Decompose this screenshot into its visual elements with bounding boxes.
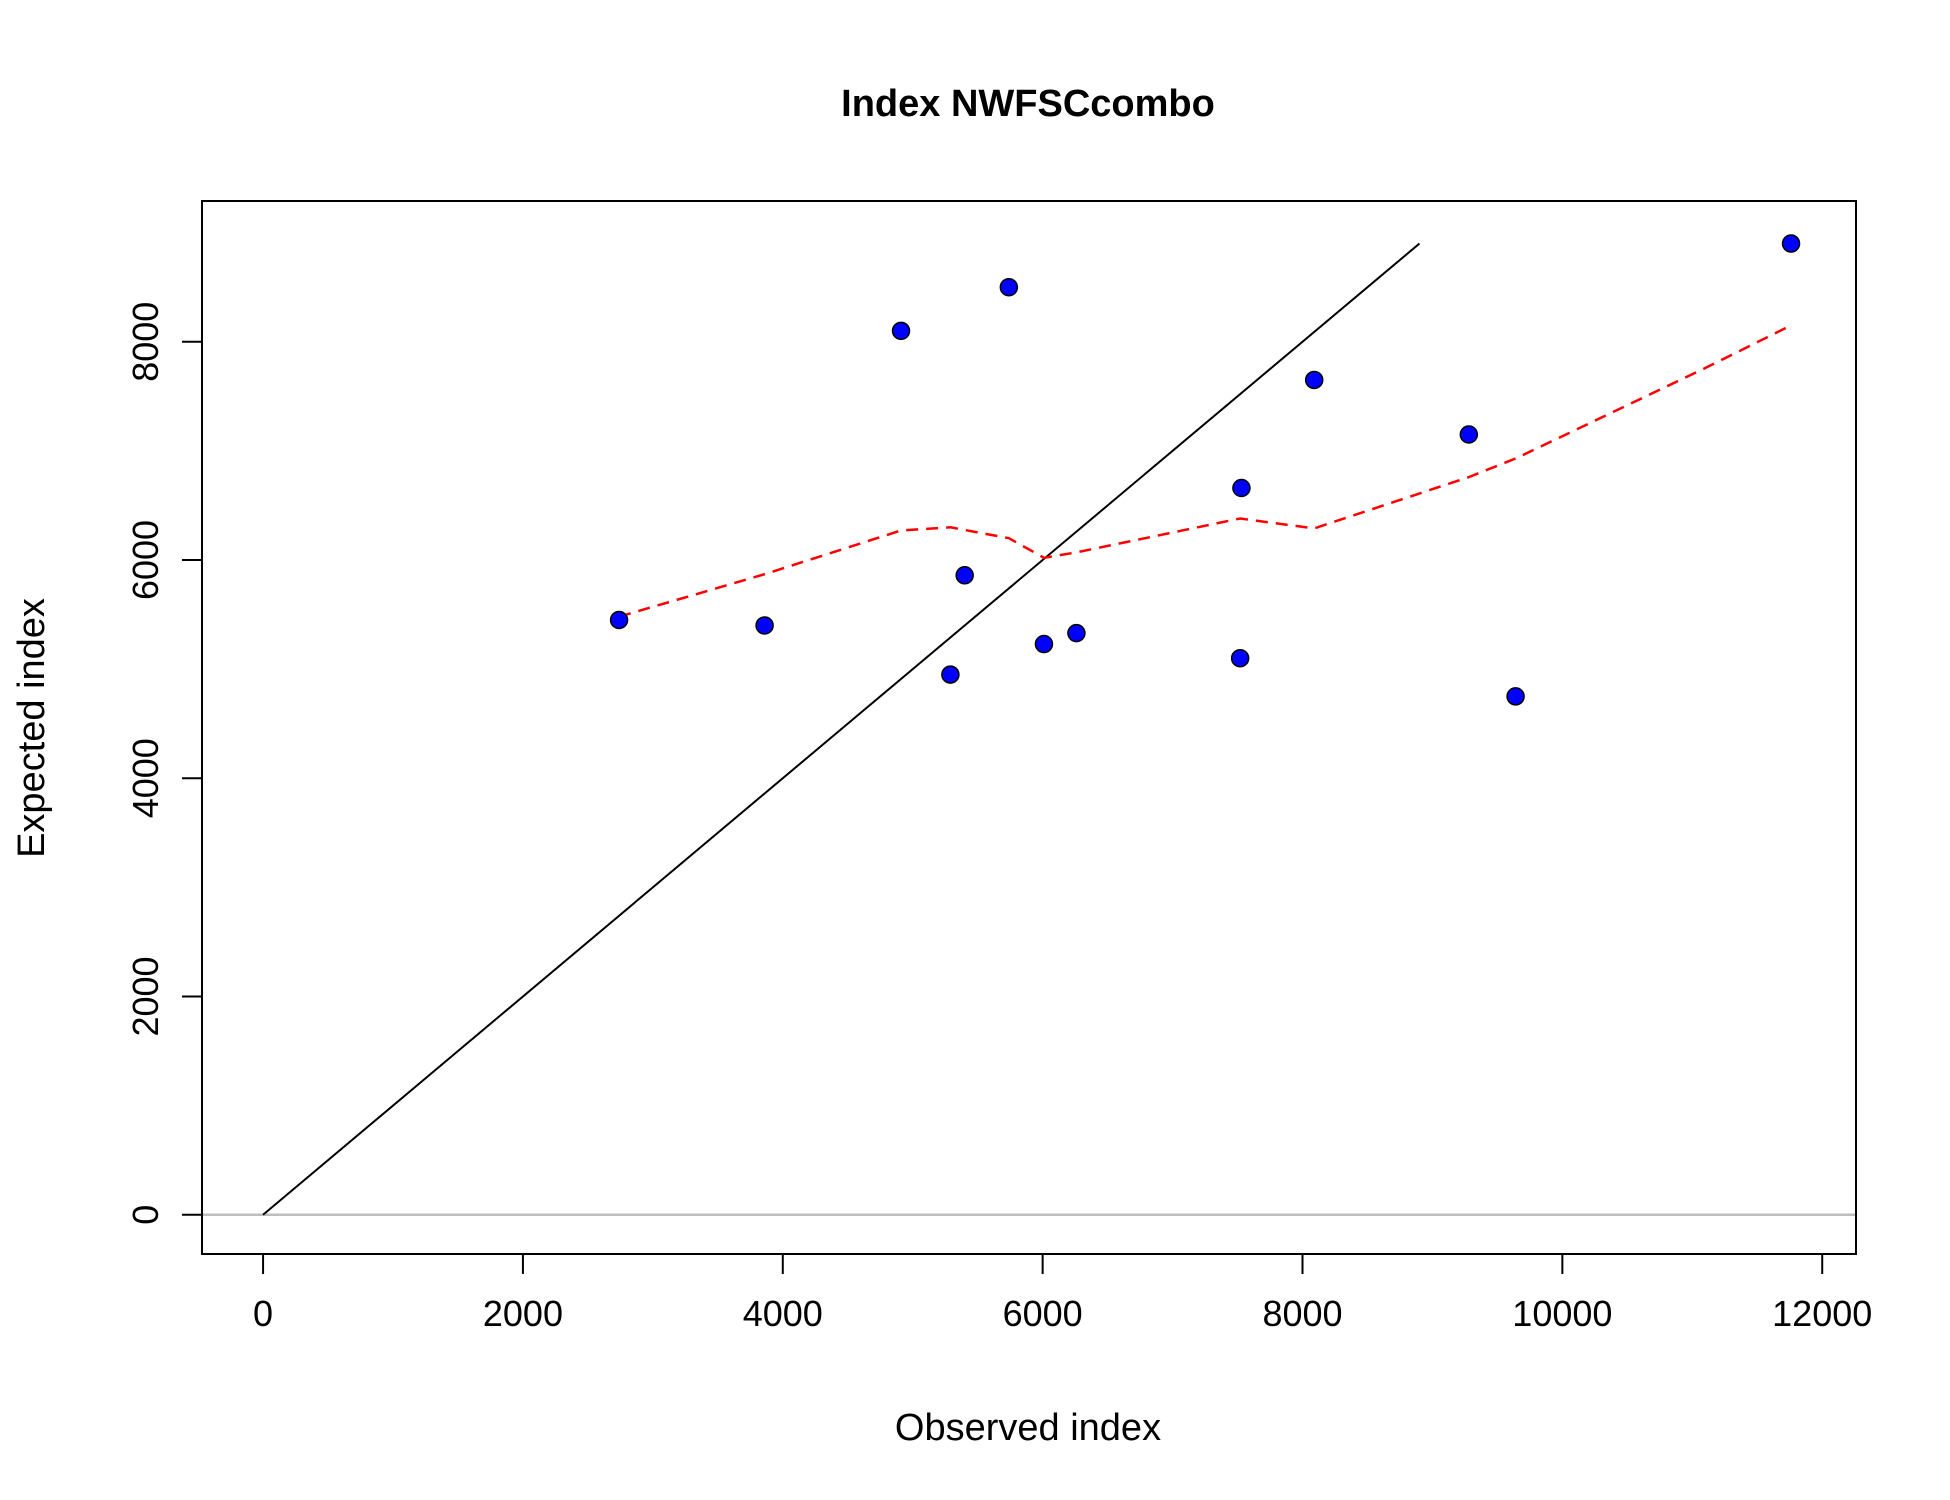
data-point <box>1232 478 1251 498</box>
data-point <box>1304 370 1324 390</box>
x-tick-label: 0 <box>253 1293 273 1334</box>
y-axis-label: Expected index <box>11 598 53 858</box>
x-tick-label: 6000 <box>1003 1293 1083 1334</box>
y-tick-label: 4000 <box>125 738 166 818</box>
axes-layer: 0 2000 4000 6000 8000 10000 12000 0 2000 4000 6000… <box>125 302 1872 1334</box>
data-point <box>1067 623 1086 643</box>
data-point <box>755 616 774 635</box>
y-tick-label: 8000 <box>125 302 166 382</box>
points-layer <box>609 234 1801 706</box>
x-tick-label: 8000 <box>1262 1293 1342 1334</box>
data-point <box>891 321 911 341</box>
data-point <box>1034 634 1054 654</box>
y-tick-label: 2000 <box>125 956 166 1036</box>
data-point <box>1459 425 1479 444</box>
x-tick-label: 12000 <box>1772 1293 1872 1334</box>
x-tick-label: 2000 <box>483 1293 563 1334</box>
data-point <box>941 665 960 684</box>
data-point <box>955 566 974 585</box>
data-point <box>609 610 629 630</box>
lines-layer <box>202 242 1856 1216</box>
smoother-line <box>618 324 1792 618</box>
y-tick-label: 0 <box>125 1205 166 1225</box>
identity-line <box>262 242 1421 1216</box>
x-tick-label: 4000 <box>743 1293 823 1334</box>
x-tick-label: 10000 <box>1512 1293 1612 1334</box>
data-point <box>1781 234 1801 253</box>
data-point <box>999 277 1019 297</box>
plot-frame <box>201 200 1857 1255</box>
chart-title: Index NWFSCcombo <box>841 83 1215 125</box>
data-point <box>1506 687 1525 706</box>
data-point <box>1230 648 1250 668</box>
x-axis-label: Observed index <box>895 1407 1161 1449</box>
y-tick-label: 6000 <box>125 520 166 600</box>
